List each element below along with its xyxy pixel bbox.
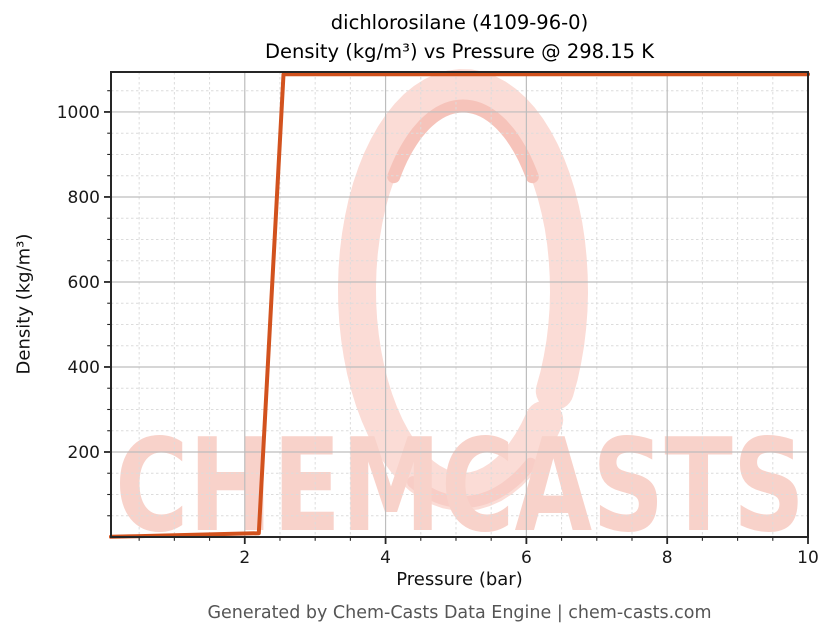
y-tick-label: 400 xyxy=(68,358,100,378)
y-tick-label: 600 xyxy=(68,273,100,293)
y-tick-label: 200 xyxy=(68,443,100,463)
x-axis-label: Pressure (bar) xyxy=(396,569,523,590)
x-tick-label: 8 xyxy=(662,548,673,568)
chart-title-line2: Density (kg/m³) vs Pressure @ 298.15 K xyxy=(264,39,655,63)
chart-title-line1: dichlorosilane (4109-96-0) xyxy=(330,11,589,34)
x-tick-label: 2 xyxy=(239,548,250,568)
gridlines xyxy=(111,72,808,537)
y-tick-label: 800 xyxy=(68,188,100,208)
plot-border xyxy=(110,71,809,538)
watermark-ring-accent-icon xyxy=(387,99,539,184)
watermark-ring-icon xyxy=(337,69,589,511)
y-axis-label: Density (kg/m³) xyxy=(13,233,35,375)
x-tick-label: 6 xyxy=(521,548,532,568)
watermark-text: CHEMCASTS xyxy=(115,412,805,561)
axis-ticks: 2 4 6 8 10 200 400 600 800 1000 xyxy=(57,90,819,568)
x-tick-label: 4 xyxy=(380,548,391,568)
chart-title: dichlorosilane (4109-96-0) Density (kg/m… xyxy=(111,9,808,66)
x-tick-label: 10 xyxy=(797,548,819,568)
y-tick-label: 1000 xyxy=(57,103,100,123)
footer-text: Generated by Chem-Casts Data Engine | ch… xyxy=(207,603,712,623)
density-line xyxy=(109,72,810,539)
